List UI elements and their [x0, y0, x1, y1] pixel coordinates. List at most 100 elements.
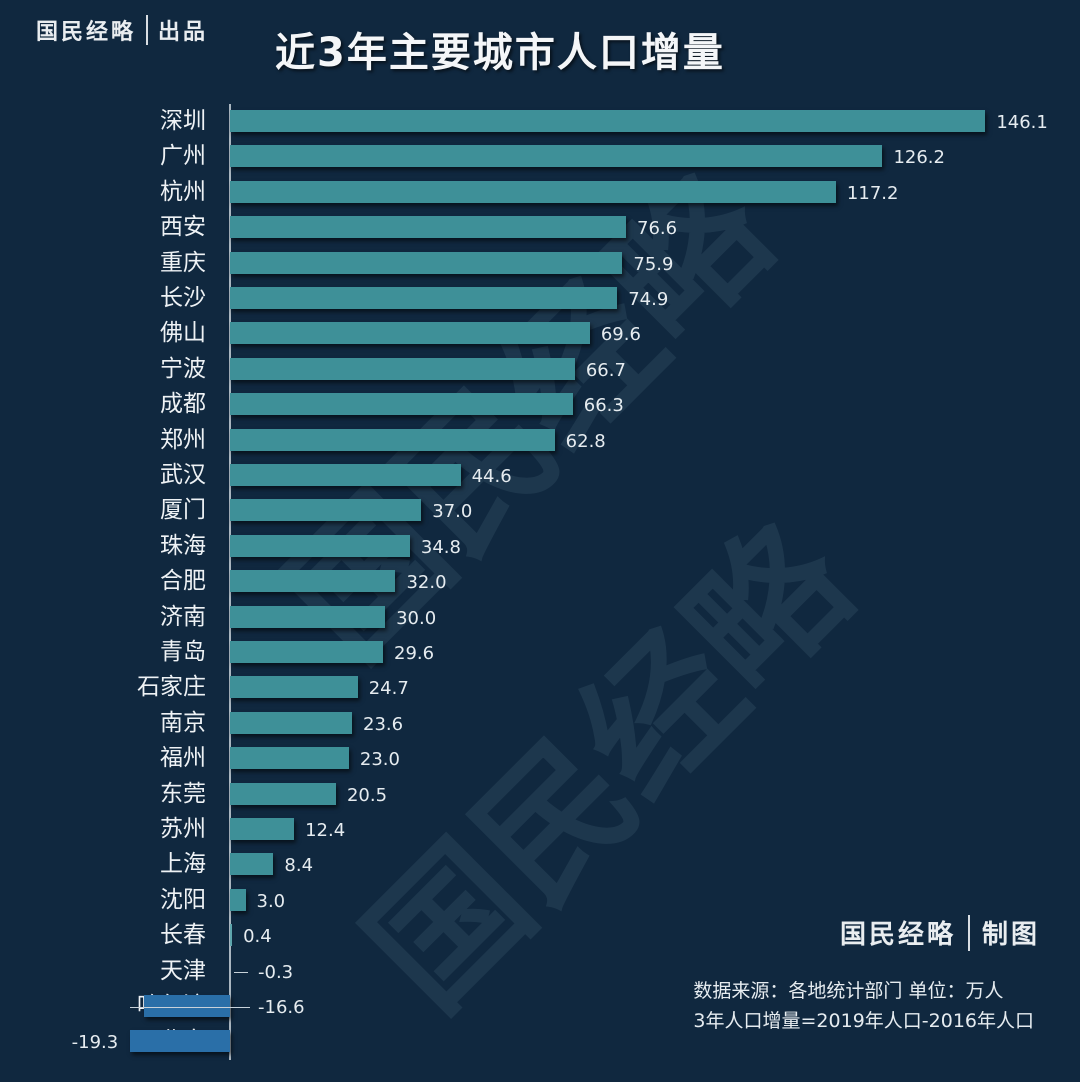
data-bar: [230, 499, 422, 522]
chart-row: 西安 76.6: [0, 210, 1080, 245]
category-label: 杭州: [160, 178, 206, 205]
chart-row: 青岛 29.6: [0, 635, 1080, 670]
category-label: 济南: [160, 603, 206, 630]
data-bar: [230, 322, 590, 345]
data-bar: [230, 428, 555, 451]
value-label: 66.7: [585, 359, 626, 381]
category-label: 南京: [160, 709, 206, 736]
chart-row: 重庆 75.9: [0, 246, 1080, 281]
value-label: 8.4: [284, 855, 314, 877]
brand-name: 国民经略: [36, 19, 137, 45]
chart-row: 武汉 44.6: [0, 458, 1080, 493]
chart-row: 杭州 117.2: [0, 175, 1080, 210]
data-bar: [230, 605, 386, 628]
value-label: 24.7: [368, 678, 409, 700]
category-label: 石家庄: [137, 674, 206, 701]
value-label: 20.5: [346, 784, 388, 806]
category-label: 东莞: [160, 780, 206, 807]
value-label: 126.2: [893, 147, 945, 169]
chart-row: 厦门 37.0: [0, 493, 1080, 528]
brand-divider: [967, 914, 970, 951]
category-label: 厦门: [160, 497, 206, 524]
chart-row: 广州 126.2: [0, 139, 1080, 174]
chart-row: 天津 -0.3: [0, 954, 1080, 989]
data-bar: [230, 180, 836, 203]
chart-row: 北京-19.3: [0, 1024, 1080, 1059]
chart-row: 石家庄 24.7: [0, 670, 1080, 705]
category-label: 天津: [160, 957, 206, 984]
brand-divider: [146, 15, 149, 45]
category-label: 珠海: [160, 532, 206, 559]
data-bar: [230, 216, 627, 239]
data-bar: [230, 888, 246, 911]
value-label: 146.1: [996, 112, 1048, 133]
category-label: 郑州: [160, 426, 206, 453]
data-bar: [144, 995, 230, 1017]
data-bar: [230, 747, 349, 770]
leader-line: [234, 971, 248, 973]
chart-row: 长春 0.4: [0, 918, 1080, 953]
chart-row: 宁波 66.7: [0, 352, 1080, 387]
data-bar: [230, 641, 384, 663]
value-label: -0.3: [258, 961, 294, 983]
chart-row: 哈尔滨-16.6: [0, 989, 1080, 1024]
value-label: 66.3: [583, 395, 624, 417]
data-bar: [230, 464, 461, 486]
data-bar: [230, 145, 883, 168]
data-bar: [230, 287, 618, 309]
category-label: 长沙: [160, 285, 206, 311]
category-label: 佛山: [160, 320, 206, 347]
value-label: 23.6: [363, 713, 404, 735]
chart-row: 合肥 32.0: [0, 564, 1080, 599]
value-label: 34.8: [420, 536, 461, 558]
value-label: -19.3: [71, 1032, 119, 1054]
data-bar: [230, 570, 396, 593]
chart-title: 近3年主要城市人口增量: [275, 30, 725, 76]
value-label: 75.9: [633, 253, 674, 275]
chart-row: 苏州 12.4: [0, 812, 1080, 847]
category-label: 福州: [160, 745, 206, 772]
value-label: 0.4: [243, 926, 272, 948]
value-label: 32.0: [406, 572, 447, 594]
category-label: 沈阳: [160, 886, 206, 913]
value-label: -16.6: [258, 997, 305, 1018]
data-bar: [230, 711, 352, 734]
data-bar: [230, 676, 358, 699]
value-label: 62.8: [565, 430, 606, 452]
value-label: 44.6: [471, 466, 512, 487]
value-label: 23.0: [359, 749, 400, 771]
value-label: 30.0: [396, 607, 437, 629]
value-label: 3.0: [256, 890, 286, 912]
data-bar: [230, 357, 575, 380]
value-label: 76.6: [637, 218, 678, 240]
source-line: 数据来源：各地统计部门 单位：万人: [693, 980, 1004, 1002]
chart-row: 佛山 69.6: [0, 316, 1080, 351]
chart-row: 上海 8.4: [0, 847, 1080, 882]
value-label: 12.4: [305, 820, 346, 841]
leader-line: [130, 1007, 250, 1008]
value-label: 29.6: [394, 643, 435, 664]
data-bar: [230, 853, 274, 876]
chart-row: 福州 23.0: [0, 741, 1080, 776]
chart-row: 南京 23.6: [0, 706, 1080, 741]
category-label: 深圳: [160, 108, 206, 134]
category-label: 青岛: [160, 639, 206, 665]
data-bar: [230, 818, 295, 840]
chart-row: 沈阳 3.0: [0, 883, 1080, 918]
category-label: 上海: [160, 851, 206, 878]
category-label: 宁波: [160, 355, 206, 382]
chart-row: 珠海 34.8: [0, 529, 1080, 564]
value-label: 117.2: [846, 182, 899, 204]
data-bar: [230, 534, 410, 557]
data-bar: [230, 251, 623, 274]
chart-row: 郑州 62.8: [0, 423, 1080, 458]
value-label: 69.6: [600, 324, 641, 346]
chart-row: 东莞 20.5: [0, 777, 1080, 812]
category-label: 重庆: [160, 249, 206, 276]
brand-footer: 国民经略 制图: [840, 914, 1040, 951]
brand-tag: 制图: [981, 920, 1040, 950]
value-label: 37.0: [432, 501, 473, 523]
data-bar: [230, 782, 336, 805]
data-bar: [130, 1030, 230, 1053]
data-bar: [230, 393, 573, 416]
